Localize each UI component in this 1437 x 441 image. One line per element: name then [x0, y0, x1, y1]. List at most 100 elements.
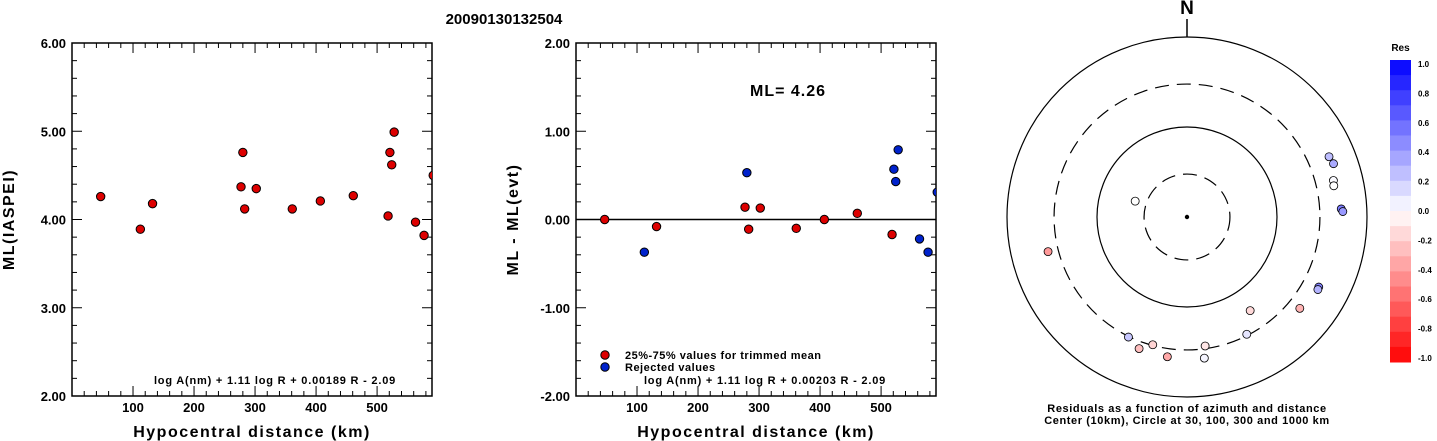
- colorbar-segment: [1390, 60, 1411, 76]
- colorbar-tick-label: 0.0: [1418, 207, 1430, 216]
- plot-frame: [71, 42, 433, 397]
- colorbar-segment: [1390, 331, 1411, 348]
- data-point: [147, 198, 158, 209]
- data-point: [639, 247, 650, 257]
- colorbar-tick-label: 0.6: [1418, 119, 1430, 128]
- distance-ring: [1143, 173, 1231, 261]
- data-point: [651, 221, 662, 232]
- colorbar-segment: [1390, 241, 1411, 257]
- residual-point: [1329, 159, 1338, 169]
- data-point: [887, 229, 897, 240]
- data-point: [410, 217, 421, 227]
- center-dot: [1184, 214, 1190, 220]
- data-point: [385, 147, 395, 158]
- page-title: 20090130132504: [446, 11, 563, 28]
- caption-line: Residuals as a function of azimuth and d…: [1047, 403, 1326, 415]
- ml-annotation: ML= 4.26: [750, 83, 826, 100]
- points-group: [599, 145, 936, 257]
- x-tick-label: 500: [366, 400, 388, 415]
- colorbar-tick-label: -0.8: [1418, 325, 1432, 334]
- y-tick-label: 3.00: [41, 301, 66, 316]
- colorbar-tick-label: -1.0: [1418, 354, 1432, 363]
- data-point: [238, 147, 248, 158]
- y-tick-label: 4.00: [41, 213, 66, 228]
- data-point: [315, 196, 326, 206]
- residual-point: [1313, 285, 1323, 294]
- colorbar-tick-label: -0.6: [1418, 295, 1432, 304]
- data-point: [819, 214, 830, 225]
- data-point: [95, 191, 106, 202]
- residual-colorbar: Res 1.0 0.8 0.6 0.4 0.2 0.0 -0.2 -0.4 -0.6 -0.8 -1.…: [1390, 43, 1432, 363]
- data-point: [135, 224, 146, 234]
- colorbar-segment: [1390, 90, 1411, 106]
- residual-point: [1162, 352, 1172, 362]
- y-axis-label: ML - ML(evt): [505, 164, 522, 276]
- data-point: [743, 224, 754, 234]
- data-point: [387, 160, 397, 170]
- colorbar-segment: [1390, 346, 1411, 363]
- x-tick-label: 200: [687, 400, 709, 415]
- data-point: [755, 203, 765, 213]
- colorbar-tick-label: 0.8: [1418, 89, 1430, 98]
- distance-ring: [1096, 126, 1278, 308]
- residual-vs-distance-plot: 100 200 300 400 500 -2.00 -1.00 0.00 1.00 2.00 Hyp…: [505, 36, 937, 441]
- colorbar-segment: [1390, 301, 1411, 318]
- azimuth-residual-plot: N Residuals as a function of azimuth and …: [1006, 0, 1368, 427]
- data-point: [389, 127, 399, 137]
- colorbar-segment: [1390, 135, 1411, 152]
- residual-point: [1134, 344, 1144, 354]
- x-tick-label: 200: [183, 400, 205, 415]
- colorbar-tick-label: 1.0: [1418, 60, 1430, 69]
- legend-label: 25%-75% values for trimmed mean: [625, 350, 821, 362]
- x-tick-label: 100: [626, 400, 648, 415]
- x-tick-label: 400: [809, 400, 831, 415]
- data-point: [740, 202, 750, 212]
- residual-point: [1199, 353, 1209, 363]
- colorbar-tick-label: -0.2: [1418, 236, 1432, 245]
- y-tick-label: 6.00: [41, 36, 66, 51]
- colorbar-segment: [1390, 150, 1411, 167]
- north-label: N: [1180, 0, 1194, 19]
- x-axis-label: Hypocentral distance (km): [133, 424, 371, 441]
- x-tick-label: 100: [122, 400, 144, 415]
- colorbar-segment: [1390, 180, 1411, 197]
- colorbar-segment: [1390, 120, 1411, 136]
- ml-vs-distance-plot: 100 200 300 400 500 2.00 3.00 4.00 5.00 6.00 Hypoc…: [1, 36, 433, 441]
- data-point: [923, 247, 933, 257]
- y-tick-label: -2.00: [540, 389, 570, 404]
- data-point: [889, 164, 899, 174]
- y-axis-label: ML(IASPEI): [1, 169, 18, 270]
- residual-point: [1295, 303, 1305, 313]
- y-tick-label: 2.00: [545, 36, 570, 51]
- data-point: [599, 214, 610, 225]
- x-tick-label: 300: [244, 400, 266, 415]
- residual-point: [1200, 341, 1210, 351]
- data-point: [383, 211, 393, 221]
- colorbar-segment: [1390, 195, 1411, 212]
- data-point: [419, 230, 429, 241]
- data-point: [791, 223, 801, 234]
- distance-ring: [1006, 36, 1368, 398]
- distance-ring: [1053, 83, 1321, 351]
- legend-marker: [600, 350, 610, 360]
- residual-point: [1338, 207, 1348, 216]
- residual-point: [1130, 196, 1140, 206]
- colorbar-segment: [1390, 75, 1411, 91]
- residual-point: [1242, 329, 1252, 339]
- colorbar-title: Res: [1391, 43, 1410, 54]
- x-tick-label: 400: [305, 400, 327, 415]
- points-group: [95, 127, 432, 241]
- colorbar-segment: [1390, 316, 1411, 333]
- colorbar-segment: [1390, 226, 1411, 242]
- y-tick-label: 1.00: [545, 124, 570, 139]
- colorbar-segment: [1390, 211, 1411, 227]
- x-tick-label: 500: [870, 400, 892, 415]
- x-axis-label: Hypocentral distance (km): [637, 424, 875, 441]
- data-point: [239, 204, 250, 214]
- data-point: [852, 208, 862, 219]
- colorbar-segment: [1390, 105, 1411, 121]
- data-point: [914, 234, 925, 244]
- legend-label: Rejected values: [625, 362, 716, 374]
- y-tick-label: -1.00: [540, 301, 570, 316]
